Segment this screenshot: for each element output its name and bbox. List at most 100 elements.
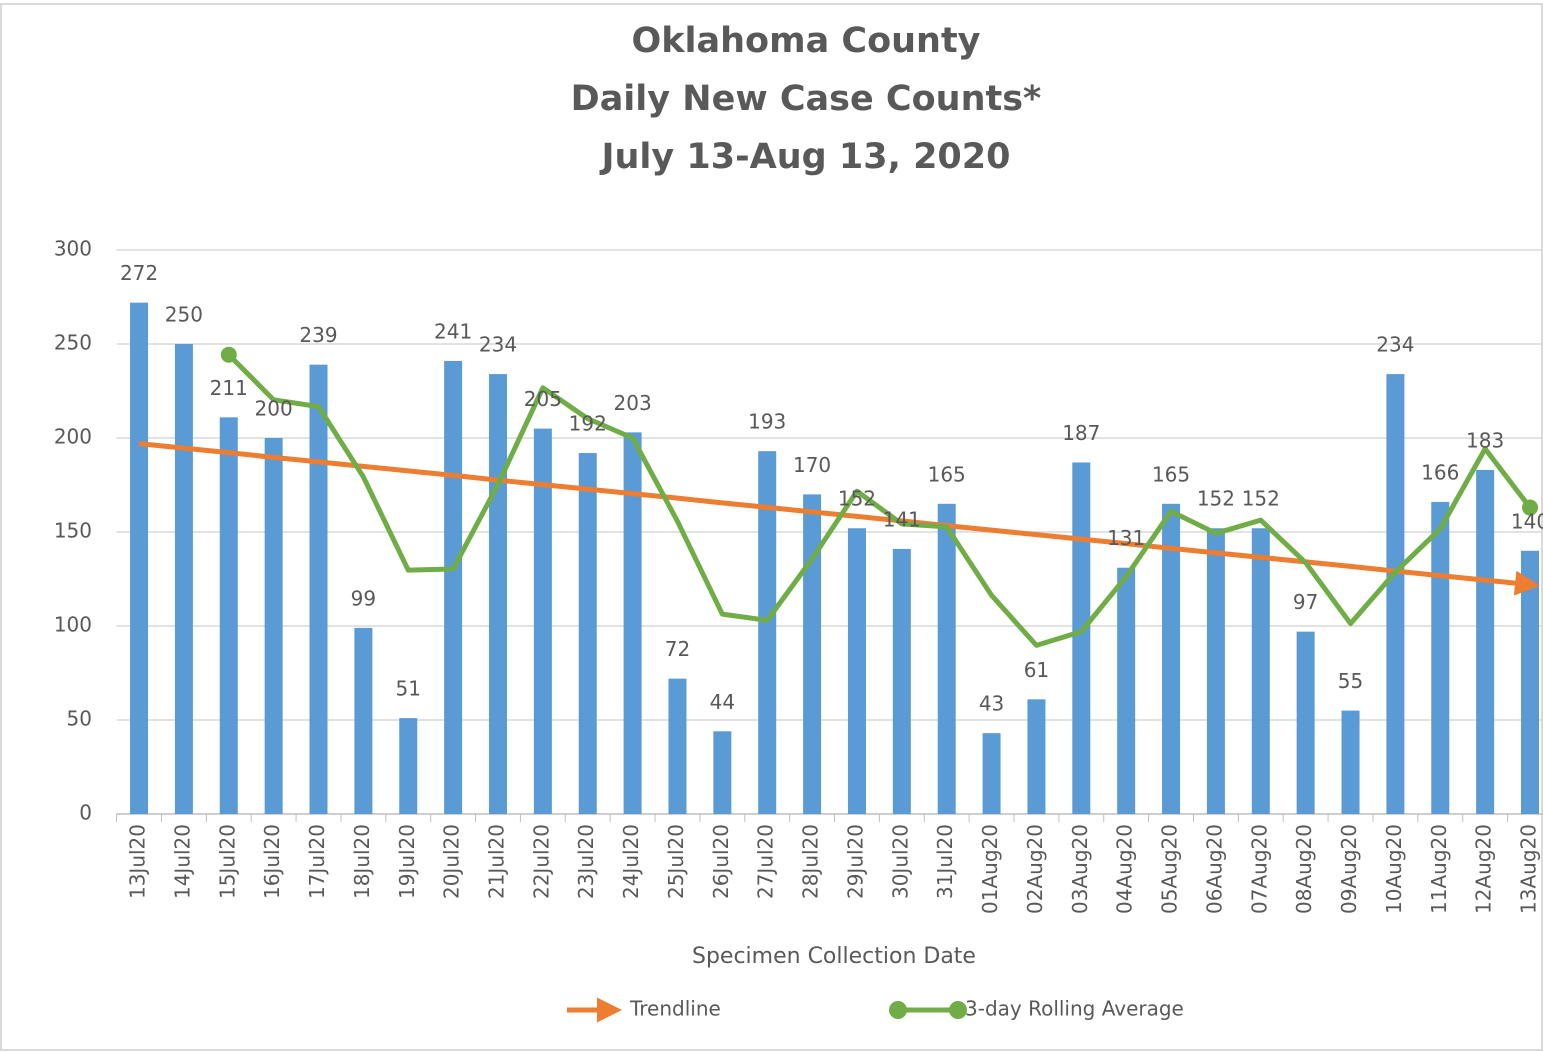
x-tick-label: 23Jul20 bbox=[574, 824, 598, 899]
x-tick-label: 29Jul20 bbox=[843, 824, 867, 899]
y-tick-label: 0 bbox=[79, 801, 92, 825]
data-label: 61 bbox=[1024, 658, 1049, 682]
x-tick-label: 26Jul20 bbox=[709, 824, 733, 899]
y-tick-label: 50 bbox=[67, 707, 92, 731]
x-tick-label: 17Jul20 bbox=[305, 824, 329, 899]
data-label: 165 bbox=[1152, 462, 1190, 486]
y-tick-label: 300 bbox=[54, 237, 92, 261]
data-label: 200 bbox=[255, 397, 293, 421]
y-tick-label: 100 bbox=[54, 613, 92, 637]
line-marker bbox=[1522, 499, 1539, 516]
chart-title: Oklahoma County bbox=[632, 21, 981, 61]
x-axis-title: Specimen Collection Date bbox=[692, 944, 976, 969]
bar bbox=[847, 528, 866, 814]
x-tick-label: 13Jul20 bbox=[126, 824, 150, 899]
bar bbox=[668, 678, 687, 814]
x-tick-label: 11Aug20 bbox=[1427, 824, 1451, 914]
bar bbox=[1072, 462, 1091, 814]
bar bbox=[130, 302, 149, 814]
bar bbox=[982, 733, 1001, 814]
data-label: 141 bbox=[883, 507, 921, 531]
data-label: 205 bbox=[524, 387, 562, 411]
bar bbox=[264, 438, 283, 814]
data-label: 152 bbox=[1197, 487, 1235, 511]
bar bbox=[1431, 501, 1450, 814]
bar bbox=[219, 417, 238, 814]
x-tick-label: 19Jul20 bbox=[395, 824, 419, 899]
x-tick-label: 12Aug20 bbox=[1472, 824, 1496, 914]
x-tick-label: 20Jul20 bbox=[440, 824, 464, 899]
data-label: 55 bbox=[1338, 669, 1363, 693]
bar bbox=[1296, 631, 1315, 814]
x-tick-label: 10Aug20 bbox=[1382, 824, 1406, 914]
x-tick-label: 06Aug20 bbox=[1202, 824, 1226, 914]
x-tick-label: 15Jul20 bbox=[215, 824, 239, 899]
y-tick-label: 250 bbox=[54, 331, 92, 355]
data-label: 72 bbox=[665, 637, 690, 661]
bar bbox=[1386, 374, 1405, 814]
line-marker bbox=[220, 346, 237, 363]
x-tick-label: 22Jul20 bbox=[529, 824, 553, 899]
y-tick-label: 150 bbox=[54, 519, 92, 543]
bar bbox=[1117, 567, 1136, 814]
chart-title: Daily New Case Counts* bbox=[571, 79, 1042, 119]
x-tick-label: 03Aug20 bbox=[1068, 824, 1092, 914]
data-label: 272 bbox=[120, 261, 158, 285]
x-tick-label: 02Aug20 bbox=[1023, 824, 1047, 914]
data-label: 140 bbox=[1511, 509, 1543, 533]
line-series bbox=[138, 441, 1540, 596]
x-tick-label: 28Jul20 bbox=[799, 824, 823, 899]
x-tick-label: 13Aug20 bbox=[1517, 824, 1541, 914]
bar bbox=[399, 718, 418, 814]
x-tick-label: 07Aug20 bbox=[1247, 824, 1271, 914]
chart-border bbox=[0, 3, 1543, 1051]
data-label: 234 bbox=[1376, 333, 1414, 357]
data-label: 250 bbox=[165, 303, 203, 327]
bar bbox=[713, 731, 732, 814]
data-label: 152 bbox=[838, 487, 876, 511]
data-label: 211 bbox=[210, 376, 248, 400]
x-tick-label: 16Jul20 bbox=[260, 824, 284, 899]
data-label: 203 bbox=[614, 391, 652, 415]
data-label: 170 bbox=[793, 453, 831, 477]
data-label: 241 bbox=[434, 319, 472, 343]
x-tick-label: 31Jul20 bbox=[933, 824, 957, 899]
bar bbox=[937, 503, 956, 814]
bar bbox=[1341, 710, 1360, 814]
data-label: 131 bbox=[1107, 526, 1145, 550]
x-tick-label: 08Aug20 bbox=[1292, 824, 1316, 914]
x-tick-label: 04Aug20 bbox=[1113, 824, 1137, 914]
bar bbox=[309, 364, 328, 814]
data-label: 44 bbox=[710, 690, 735, 714]
data-label: 166 bbox=[1421, 460, 1459, 484]
bar bbox=[533, 428, 552, 814]
bar bbox=[623, 432, 642, 814]
data-label: 165 bbox=[928, 462, 966, 486]
bar bbox=[1251, 528, 1270, 814]
chart-title: July 13-Aug 13, 2020 bbox=[599, 137, 1010, 177]
bar bbox=[803, 494, 822, 814]
data-label: 152 bbox=[1242, 487, 1280, 511]
data-label: 187 bbox=[1062, 421, 1100, 445]
bar bbox=[488, 374, 507, 814]
legend-label: 3-day Rolling Average bbox=[965, 997, 1184, 1021]
bar bbox=[1027, 699, 1046, 814]
bar bbox=[892, 548, 911, 814]
line-series bbox=[227, 352, 1532, 648]
y-tick-label: 200 bbox=[54, 425, 92, 449]
x-tick-label: 21Jul20 bbox=[484, 824, 508, 899]
data-label: 51 bbox=[396, 677, 421, 701]
data-label: 97 bbox=[1293, 590, 1318, 614]
data-label: 192 bbox=[569, 412, 607, 436]
data-label: 234 bbox=[479, 333, 517, 357]
x-tick-label: 05Aug20 bbox=[1158, 824, 1182, 914]
bar bbox=[444, 360, 463, 814]
data-label: 99 bbox=[351, 586, 376, 610]
x-tick-label: 25Jul20 bbox=[664, 824, 688, 899]
bar bbox=[578, 453, 597, 814]
x-tick-label: 09Aug20 bbox=[1337, 824, 1361, 914]
bar bbox=[354, 627, 373, 814]
data-label: 239 bbox=[299, 323, 337, 347]
x-tick-label: 01Aug20 bbox=[978, 824, 1002, 914]
